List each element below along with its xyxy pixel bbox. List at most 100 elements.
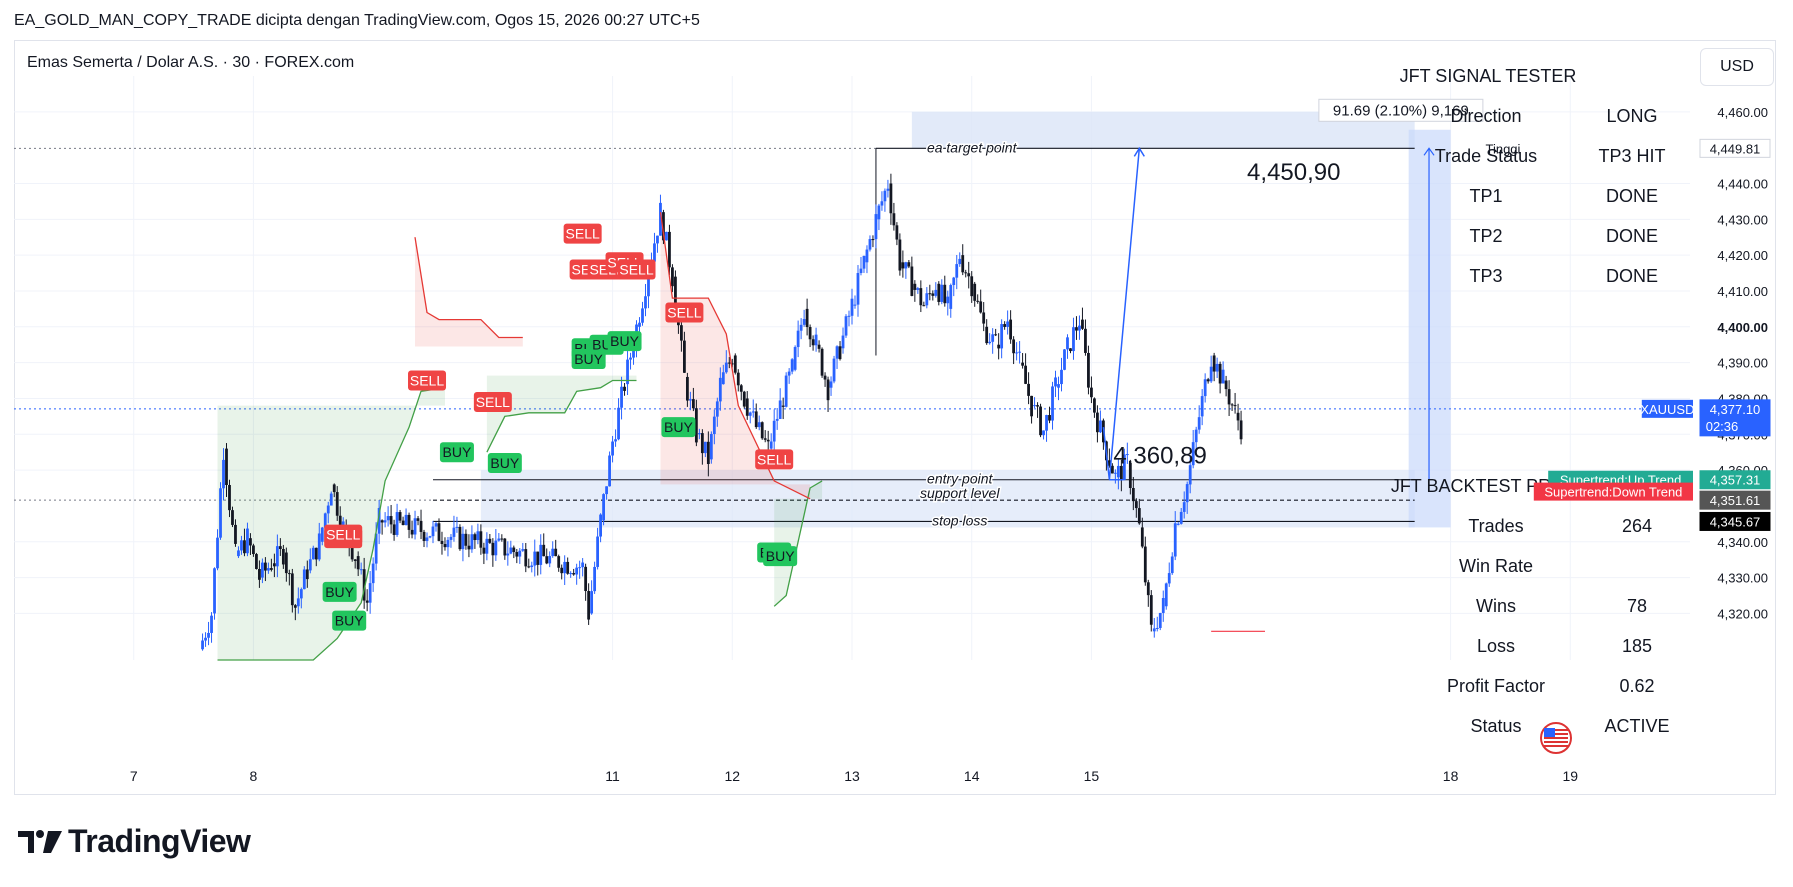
candle-body xyxy=(778,400,782,419)
price-tag-label: 4,377.10 xyxy=(1710,402,1761,417)
candle-body xyxy=(674,276,677,312)
candle-body xyxy=(1012,339,1016,354)
candle-body xyxy=(961,255,965,273)
candle-body xyxy=(907,262,911,267)
candle-body xyxy=(994,334,998,336)
candle-body xyxy=(293,605,297,608)
supertrend-up-line xyxy=(217,387,446,661)
currency-button[interactable]: USD xyxy=(1700,48,1774,86)
candle-body xyxy=(853,304,857,306)
candle-body xyxy=(970,276,974,297)
jft-signal-tester: JFT SIGNAL TESTER Direction LONG Trade Stat… xyxy=(1400,66,1666,286)
y-tick-label: 4,420.00 xyxy=(1717,248,1768,263)
y-tick-label: 4,330.00 xyxy=(1717,571,1768,586)
backtest-title: JFT BACKTEST PRO xyxy=(1391,476,1565,496)
candle-body xyxy=(796,330,800,348)
candle-body xyxy=(985,326,989,344)
candle-body xyxy=(335,492,339,516)
candle-body xyxy=(284,552,288,574)
candle-body xyxy=(222,459,225,489)
candle-body xyxy=(1167,573,1171,584)
candle-body xyxy=(479,531,483,548)
candle-body xyxy=(1045,415,1048,431)
candle-body xyxy=(656,235,659,244)
tradingview-logo[interactable]: TradingView xyxy=(18,823,251,860)
candle-body xyxy=(359,569,363,571)
candle-body xyxy=(874,214,878,240)
price-tag-label: 4,351.61 xyxy=(1710,493,1761,508)
candle-body xyxy=(503,538,507,556)
signal-tester-label: TP3 xyxy=(1469,266,1502,286)
candle-body xyxy=(748,412,752,416)
candle-body xyxy=(1197,417,1201,430)
buy-signal: BUY xyxy=(332,610,367,631)
signal-label: SELL xyxy=(619,261,653,277)
y-tick-label: 4,390.00 xyxy=(1717,356,1768,371)
candle-body xyxy=(964,272,968,274)
candle-body xyxy=(419,520,423,532)
signal-bg xyxy=(755,449,794,470)
candle-body xyxy=(560,567,564,574)
indicator-tag: Supertrend:Down Trend xyxy=(1533,482,1693,501)
candle-body xyxy=(793,347,797,370)
candle-body xyxy=(949,285,953,309)
candle-body xyxy=(1042,430,1045,436)
signal-label: SELL xyxy=(566,226,600,242)
brand-name: TradingView xyxy=(68,823,251,859)
price-tag-bg xyxy=(1699,399,1771,437)
signal-bg xyxy=(617,259,656,280)
chart-caption: EA_GOLD_MAN_COPY_TRADE dicipta dengan Tr… xyxy=(14,12,700,29)
candle-body xyxy=(287,573,291,575)
candle-body xyxy=(281,548,285,565)
candle-body xyxy=(1021,362,1024,366)
candle-body xyxy=(506,553,510,556)
buy-signal: BUY xyxy=(487,452,522,473)
signal-tester-label: Direction xyxy=(1450,106,1521,126)
candle-body xyxy=(356,556,360,570)
candle-body xyxy=(1203,379,1207,397)
candle-body xyxy=(739,385,743,392)
candle-body xyxy=(482,547,486,554)
candle-body xyxy=(308,559,312,571)
measure-box: 91.69 (2.10%) 9,169 xyxy=(1318,98,1484,122)
candle-body xyxy=(401,520,405,526)
price-tag-countdown: 02:36 xyxy=(1706,419,1739,434)
candle-body xyxy=(1155,627,1159,629)
candle-body xyxy=(494,540,498,556)
candle-body xyxy=(688,399,692,401)
candle-body xyxy=(317,533,321,560)
signal-label: BUY xyxy=(766,548,795,564)
candle-body xyxy=(1200,396,1204,417)
candle-body xyxy=(440,540,444,545)
x-tick-label: 13 xyxy=(844,768,860,784)
candle-body xyxy=(581,562,585,568)
candle-body xyxy=(787,371,791,376)
candle-body xyxy=(1122,454,1126,481)
candle-body xyxy=(1206,379,1210,382)
candle-body xyxy=(967,273,971,277)
supertrend-up-line xyxy=(486,379,637,453)
candle-body xyxy=(736,372,740,386)
candle-body xyxy=(461,533,465,550)
candle-body xyxy=(204,637,207,641)
candle-body xyxy=(311,547,315,560)
candle-body xyxy=(452,527,456,537)
candle-body xyxy=(548,556,552,564)
candle-body xyxy=(539,544,543,565)
candle-body xyxy=(763,438,767,440)
candle-body xyxy=(446,539,450,548)
us-flag-stripe xyxy=(1544,745,1568,747)
candle-body xyxy=(210,615,213,633)
candle-body xyxy=(659,202,662,236)
price-tag-bg xyxy=(1699,138,1771,158)
candle-body xyxy=(407,514,411,530)
candle-body xyxy=(958,258,962,265)
candle-body xyxy=(272,563,276,567)
candle-body xyxy=(584,566,588,592)
candle-body xyxy=(1221,369,1225,384)
candle-body xyxy=(928,293,932,295)
candle-body xyxy=(314,547,318,560)
candle-body xyxy=(458,526,462,550)
signal-bg xyxy=(324,524,363,545)
